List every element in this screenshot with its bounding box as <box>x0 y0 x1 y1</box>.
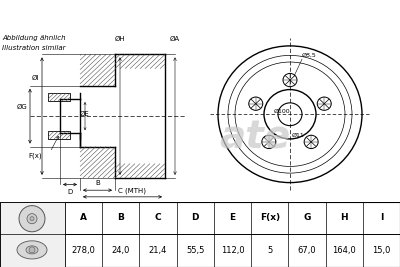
Text: ØI: ØI <box>32 75 39 81</box>
Text: 24,0: 24,0 <box>112 246 130 256</box>
Text: Ø100: Ø100 <box>274 109 290 114</box>
Circle shape <box>29 247 35 253</box>
Circle shape <box>27 214 37 224</box>
Bar <box>48 131 70 139</box>
Text: D: D <box>192 213 199 222</box>
Circle shape <box>19 206 45 232</box>
Text: E: E <box>230 213 236 222</box>
Text: Abbildung ähnlich: Abbildung ähnlich <box>2 36 66 41</box>
Text: 5: 5 <box>267 246 272 256</box>
Text: Illustration similar: Illustration similar <box>2 45 66 51</box>
Text: F(x): F(x) <box>28 153 42 159</box>
Text: 15,0: 15,0 <box>372 246 390 256</box>
Text: B: B <box>95 180 100 186</box>
Text: 164,0: 164,0 <box>332 246 356 256</box>
Text: 55,5: 55,5 <box>186 246 204 256</box>
Text: 67,0: 67,0 <box>298 246 316 256</box>
Text: 278,0: 278,0 <box>72 246 96 256</box>
Text: A: A <box>80 213 87 222</box>
Ellipse shape <box>26 246 38 254</box>
Text: 424188: 424188 <box>282 8 342 23</box>
Text: I: I <box>380 213 383 222</box>
Ellipse shape <box>17 241 47 259</box>
Text: ate: ate <box>219 119 291 157</box>
Text: Ø11: Ø11 <box>292 133 304 138</box>
Text: ØH: ØH <box>115 36 125 42</box>
Text: H: H <box>340 213 348 222</box>
Text: 21,4: 21,4 <box>149 246 167 256</box>
Text: C (MTH): C (MTH) <box>118 187 146 194</box>
Bar <box>0 202 65 267</box>
Text: C: C <box>155 213 161 222</box>
Text: G: G <box>303 213 311 222</box>
Text: B: B <box>117 213 124 222</box>
Circle shape <box>30 217 34 221</box>
Text: F(x): F(x) <box>260 213 280 222</box>
Text: ØG: ØG <box>16 104 27 110</box>
Text: ØE: ØE <box>80 111 90 117</box>
Text: Ø8,5: Ø8,5 <box>302 52 317 57</box>
Bar <box>48 93 70 101</box>
Text: 24.0124-0188.1: 24.0124-0188.1 <box>103 8 233 23</box>
Text: ØA: ØA <box>170 36 180 42</box>
Text: D: D <box>67 189 73 195</box>
Text: 112,0: 112,0 <box>221 246 244 256</box>
